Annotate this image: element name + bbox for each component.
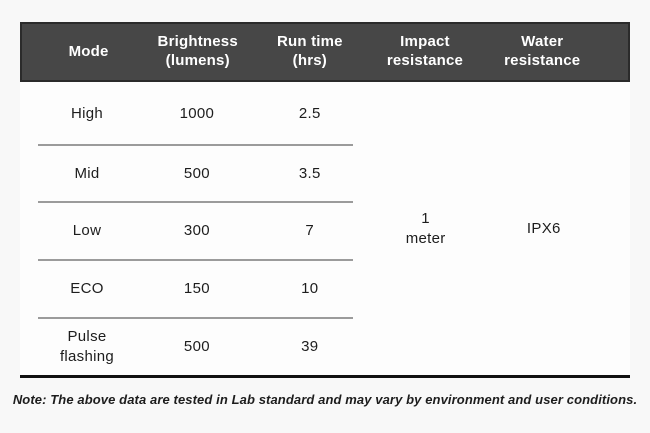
run-time-cell: 39 [252, 318, 368, 375]
header-line: Impact [400, 33, 450, 51]
row-separator [38, 259, 353, 261]
header-line: Run time [276, 33, 343, 51]
run-time-cell: 3.5 [252, 145, 368, 202]
column-header-impact-resistance: Impact resistance [367, 33, 482, 71]
header-line: Water [521, 33, 564, 51]
table-row-high: High 1000 2.5 [20, 82, 630, 145]
mode-value: Low [72, 222, 102, 240]
mode-value: High [70, 104, 104, 122]
run-time-cell: 10 [252, 260, 368, 318]
header-line: resistance [386, 52, 464, 69]
brightness-value: 500 [183, 337, 210, 355]
mode-value: ECO [70, 280, 104, 298]
brightness-value: 150 [183, 280, 210, 298]
brightness-cell: 500 [142, 318, 252, 375]
table-row-low: Low 300 7 [20, 202, 630, 260]
row-separator [38, 317, 353, 319]
table-body: High 1000 2.5 Mid 500 3.5 Low 300 7 ECO … [20, 82, 630, 375]
water-resistance-value: IPX6 [484, 82, 630, 375]
brightness-cell: 150 [142, 260, 252, 318]
water-resistance-text: IPX6 [526, 219, 561, 237]
table-row-eco: ECO 150 10 [20, 260, 630, 318]
mode-cell: Low [20, 202, 142, 260]
header-line: (lumens) [165, 52, 230, 69]
brightness-value: 500 [183, 164, 210, 182]
mode-cell: High [20, 82, 142, 145]
note-text: Note: The above data are tested in Lab s… [12, 392, 638, 407]
brightness-cell: 1000 [142, 82, 252, 145]
column-header-brightness: Brightness (lumens) [143, 33, 252, 71]
bottom-rule [20, 375, 630, 378]
column-header-water-resistance: Water resistance [483, 33, 628, 71]
run-time-cell: 7 [252, 202, 368, 260]
mode-value: Pulse flashing [59, 328, 115, 365]
mode-cell: ECO [20, 260, 142, 318]
brightness-cell: 300 [142, 202, 252, 260]
brightness-value: 1000 [179, 104, 215, 122]
column-header-mode: Mode [22, 43, 143, 62]
header-line: resistance [504, 52, 581, 69]
header-line: Brightness [157, 33, 238, 51]
table-row-pulse-flashing: Pulse flashing 500 39 [20, 318, 630, 375]
mode-cell: Mid [20, 145, 142, 202]
table-row-mid: Mid 500 3.5 [20, 145, 630, 202]
table-header-row: Mode Brightness (lumens) Run time (hrs) … [20, 22, 630, 82]
column-header-run-time: Run time (hrs) [252, 33, 367, 71]
run-time-value: 39 [301, 337, 319, 355]
run-time-value: 7 [305, 222, 315, 240]
header-line: (hrs) [292, 52, 327, 69]
mode-cell: Pulse flashing [20, 318, 142, 375]
run-time-value: 2.5 [298, 104, 321, 122]
header-line: Mode [68, 42, 109, 60]
impact-resistance-text: 1 meter [405, 210, 446, 247]
row-separator [38, 201, 353, 203]
mode-value: Mid [74, 164, 100, 182]
impact-resistance-value: 1 meter [368, 82, 484, 375]
brightness-value: 300 [183, 222, 210, 240]
run-time-value: 10 [301, 280, 319, 298]
run-time-value: 3.5 [298, 164, 321, 182]
brightness-cell: 500 [142, 145, 252, 202]
row-separator [38, 144, 353, 146]
run-time-cell: 2.5 [252, 82, 368, 145]
spec-table: Mode Brightness (lumens) Run time (hrs) … [20, 22, 630, 378]
